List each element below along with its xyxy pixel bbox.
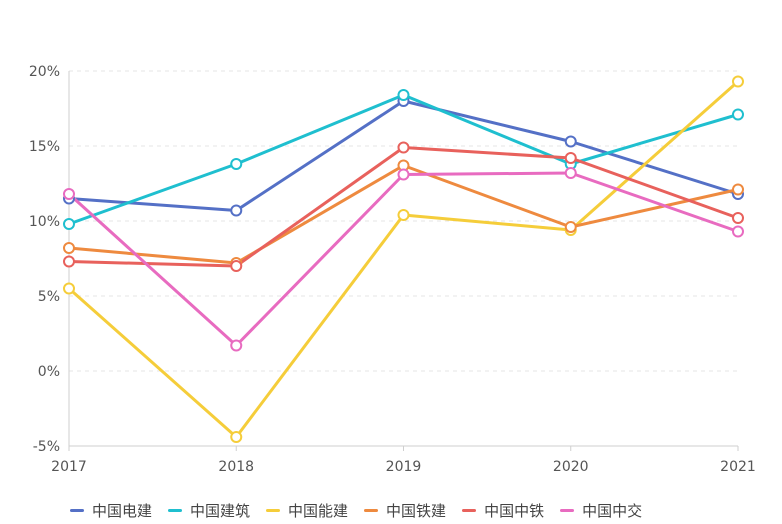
legend-label: 中国建筑 <box>190 501 251 520</box>
data-point-3-4 <box>732 183 744 196</box>
data-point-4-0 <box>63 255 75 268</box>
data-point-5-4 <box>732 225 744 238</box>
data-point-1-1 <box>230 158 243 170</box>
data-point-5-1 <box>230 339 243 352</box>
legend-swatch <box>560 508 575 512</box>
data-point-5-3 <box>564 167 577 179</box>
data-point-5-2 <box>397 168 410 181</box>
data-point-3-0 <box>63 242 75 254</box>
legend-swatch <box>70 508 84 512</box>
data-point-1-4 <box>732 108 744 121</box>
series-line-5 <box>67 171 740 347</box>
x-tick-label: 2021 <box>720 459 756 475</box>
legend-label: 中国中铁 <box>484 501 545 520</box>
data-point-2-2 <box>397 209 410 221</box>
legend-item[interactable]: 中国铁建 <box>364 500 446 521</box>
data-point-4-1 <box>230 260 243 272</box>
data-point-2-1 <box>230 431 243 443</box>
legend-swatch <box>266 508 281 512</box>
legend-label: 中国铁建 <box>386 501 447 520</box>
legend-item[interactable]: 中国电建 <box>70 500 152 521</box>
legend: 中国电建 中国建筑 中国能建 中国铁建 中国中铁 中国中交 <box>70 499 642 521</box>
x-tick-label: 2017 <box>51 459 87 475</box>
data-point-5-0 <box>63 188 75 200</box>
legend-swatch <box>364 508 379 512</box>
data-point-1-0 <box>63 218 75 230</box>
x-tick-label: 2018 <box>218 459 254 475</box>
legend-item[interactable]: 中国中铁 <box>462 500 544 521</box>
data-point-2-4 <box>732 75 744 88</box>
legend-item[interactable]: 中国中交 <box>560 500 642 521</box>
data-point-2-0 <box>63 282 75 295</box>
legend-label: 中国能建 <box>288 501 349 520</box>
legend-item[interactable]: 中国能建 <box>266 500 348 521</box>
legend-label: 中国中交 <box>582 501 643 520</box>
data-point-4-2 <box>397 141 410 154</box>
y-tick-label: -5% <box>33 439 60 455</box>
legend-label: 中国电建 <box>92 501 153 520</box>
y-tick-label: 5% <box>38 289 60 305</box>
series-line-2 <box>67 80 740 439</box>
legend-item[interactable]: 中国建筑 <box>168 500 250 521</box>
data-point-4-3 <box>564 152 577 164</box>
data-point-4-4 <box>732 212 744 224</box>
y-tick-label: 20% <box>29 64 60 80</box>
y-tick-label: 15% <box>29 139 60 155</box>
legend-swatch <box>462 508 477 512</box>
x-tick-label: 2019 <box>386 459 422 475</box>
legend-swatch <box>168 508 183 512</box>
y-tick-label: 10% <box>29 214 60 230</box>
y-tick-label: 0% <box>38 364 60 380</box>
x-tick-label: 2020 <box>553 459 589 475</box>
data-point-0-1 <box>230 204 243 217</box>
data-point-1-2 <box>397 89 410 101</box>
data-point-3-3 <box>564 221 577 233</box>
series-line-0 <box>67 99 740 212</box>
data-point-0-3 <box>564 135 577 148</box>
